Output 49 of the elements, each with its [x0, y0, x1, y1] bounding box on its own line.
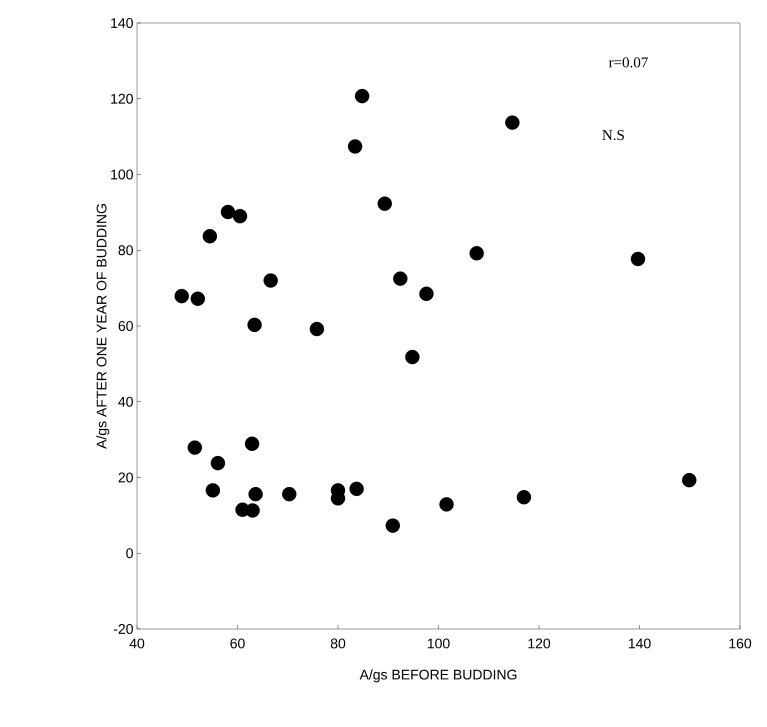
- point: [247, 318, 262, 332]
- point: [469, 246, 484, 260]
- point: [348, 139, 362, 154]
- point: [505, 115, 520, 130]
- y-tick-label: 100: [111, 170, 133, 180]
- annotation: r=0.07: [608, 57, 648, 68]
- x-axis-title: A/gs BEFORE BUDDING: [360, 669, 516, 682]
- x-tick-label: 100: [428, 638, 450, 648]
- point: [630, 252, 646, 266]
- y-axis-title: A/gs AFTER ONE YEAR OF BUDDING: [96, 204, 110, 449]
- point: [310, 322, 324, 336]
- point: [354, 88, 370, 104]
- point: [244, 436, 260, 451]
- point: [188, 440, 202, 455]
- point: [405, 350, 420, 364]
- x-tick-label: 140: [628, 638, 651, 648]
- y-tick-label: 60: [118, 321, 133, 331]
- y-tick-label: -20: [114, 624, 133, 634]
- y-tick-label: 80: [118, 245, 133, 256]
- x-tick-label: 60: [230, 638, 245, 648]
- x-tick-label: 80: [330, 638, 346, 648]
- y-tick-label: 40: [118, 396, 133, 407]
- point: [202, 229, 218, 244]
- point: [263, 273, 278, 288]
- point: [206, 483, 220, 498]
- point: [210, 456, 226, 470]
- point: [248, 486, 263, 502]
- point: [174, 288, 189, 304]
- point: [516, 490, 532, 504]
- x-tick-label: 40: [130, 638, 144, 648]
- point: [386, 518, 400, 533]
- point: [682, 472, 696, 488]
- point: [245, 503, 260, 518]
- annotation: N.S: [602, 130, 624, 140]
- point: [378, 196, 392, 211]
- point: [439, 497, 454, 512]
- y-tick-label: 120: [111, 94, 133, 104]
- y-tick-label: 0: [126, 548, 133, 558]
- y-tick-label: 20: [118, 472, 133, 482]
- x-tick-label: 160: [729, 638, 752, 648]
- y-tick-label: 140: [111, 18, 133, 28]
- point: [190, 292, 206, 306]
- point: [282, 486, 296, 502]
- point: [393, 271, 408, 286]
- x-tick-label: 120: [528, 638, 550, 648]
- point: [220, 204, 236, 220]
- point: [419, 286, 434, 301]
- point: [232, 208, 248, 224]
- point: [349, 482, 364, 496]
